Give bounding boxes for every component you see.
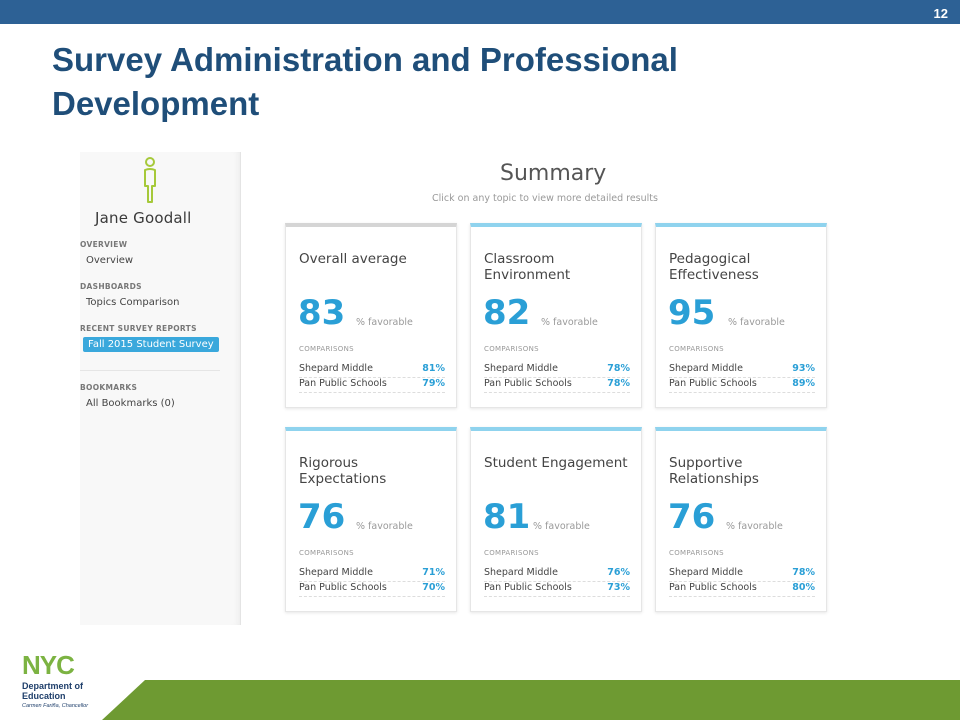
- comparison-value: 81%: [422, 363, 445, 374]
- nav-item-topics-comparison[interactable]: Topics Comparison: [86, 297, 180, 308]
- comparison-value: 78%: [607, 363, 630, 374]
- topic-card-pedagogical-effectiveness[interactable]: Pedagogical Effectiveness 95 % favorable…: [655, 223, 827, 408]
- card-score: 95: [668, 293, 716, 333]
- comparison-value: 70%: [422, 582, 445, 593]
- section-label-bookmarks: BOOKMARKS: [80, 383, 138, 392]
- comparison-value: 79%: [422, 378, 445, 389]
- card-score: 82: [483, 293, 531, 333]
- comparison-row: Pan Public Schools 73%: [484, 582, 630, 597]
- card-title: Classroom Environment: [484, 251, 571, 283]
- card-score-label: % favorable: [533, 521, 590, 532]
- comparison-row: Shepard Middle 93%: [669, 363, 815, 378]
- card-score: 76: [298, 497, 346, 537]
- card-score: 83: [298, 293, 346, 333]
- comparison-value: 89%: [792, 378, 815, 389]
- comparison-name: Pan Public Schools: [299, 582, 387, 593]
- comparison-name: Shepard Middle: [299, 567, 373, 578]
- topic-card-student-engagement[interactable]: Student Engagement 81 % favorable COMPAR…: [470, 427, 642, 612]
- dashboard-screenshot: Jane Goodall OVERVIEW Overview DASHBOARD…: [80, 152, 850, 625]
- card-score-label: % favorable: [356, 521, 413, 532]
- comparison-row: Pan Public Schools 70%: [299, 582, 445, 597]
- comparisons-label: COMPARISONS: [669, 345, 724, 353]
- nyc-doe-logo: NYC Department of Education Carmen Fariñ…: [22, 650, 112, 712]
- comparison-row: Shepard Middle 81%: [299, 363, 445, 378]
- card-score-label: % favorable: [726, 521, 783, 532]
- topic-card-rigorous-expectations[interactable]: Rigorous Expectations 76 % favorable COM…: [285, 427, 457, 612]
- comparison-value: 78%: [607, 378, 630, 389]
- comparison-row: Shepard Middle 78%: [484, 363, 630, 378]
- comparisons-label: COMPARISONS: [484, 549, 539, 557]
- slide-title: Survey Administration and Professional D…: [52, 41, 678, 122]
- card-score: 81: [483, 497, 531, 537]
- comparison-row: Pan Public Schools 79%: [299, 378, 445, 393]
- comparison-name: Pan Public Schools: [484, 582, 572, 593]
- card-title: Pedagogical Effectiveness: [669, 251, 759, 283]
- logo-chancellor: Carmen Fariña, Chancellor: [22, 703, 89, 709]
- comparison-name: Pan Public Schools: [669, 378, 757, 389]
- comparison-row: Shepard Middle 71%: [299, 567, 445, 582]
- comparison-name: Shepard Middle: [299, 363, 373, 374]
- card-title: Supportive Relationships: [669, 455, 759, 487]
- user-name: Jane Goodall: [95, 209, 192, 227]
- nav-item-fall-2015-survey[interactable]: Fall 2015 Student Survey: [83, 337, 219, 352]
- footer-bar: [102, 680, 960, 720]
- card-title: Rigorous Expectations: [299, 455, 387, 487]
- comparison-value: 73%: [607, 582, 630, 593]
- comparison-name: Shepard Middle: [669, 363, 743, 374]
- comparison-row: Pan Public Schools 80%: [669, 582, 815, 597]
- comparison-name: Shepard Middle: [484, 567, 558, 578]
- comparison-value: 78%: [792, 567, 815, 578]
- card-score-label: % favorable: [541, 317, 598, 328]
- card-score-label: % favorable: [356, 317, 413, 328]
- comparison-name: Shepard Middle: [669, 567, 743, 578]
- slide-number: 12: [933, 6, 948, 21]
- comparison-name: Pan Public Schools: [484, 378, 572, 389]
- comparison-row: Pan Public Schools 78%: [484, 378, 630, 393]
- comparison-row: Shepard Middle 76%: [484, 567, 630, 582]
- sidebar: Jane Goodall OVERVIEW Overview DASHBOARD…: [80, 152, 241, 625]
- comparison-value: 76%: [607, 567, 630, 578]
- comparison-value: 71%: [422, 567, 445, 578]
- section-label-recent-reports: RECENT SURVEY REPORTS: [80, 324, 197, 333]
- card-title: Overall average: [299, 251, 407, 267]
- comparison-name: Pan Public Schools: [299, 378, 387, 389]
- sidebar-divider: [80, 370, 220, 371]
- topic-card-classroom-environment[interactable]: Classroom Environment 82 % favorable COM…: [470, 223, 642, 408]
- comparison-value: 93%: [792, 363, 815, 374]
- comparisons-label: COMPARISONS: [484, 345, 539, 353]
- comparison-value: 80%: [792, 582, 815, 593]
- logo-dept-line1: Department of: [22, 681, 84, 691]
- logo-department: Department of Education: [22, 681, 83, 701]
- comparison-row: Pan Public Schools 89%: [669, 378, 815, 393]
- summary-subtitle: Click on any topic to view more detailed…: [432, 193, 658, 204]
- logo-dept-line2: Education: [22, 691, 66, 701]
- section-label-overview: OVERVIEW: [80, 240, 128, 249]
- card-score-label: % favorable: [728, 317, 785, 328]
- comparisons-label: COMPARISONS: [299, 549, 354, 557]
- summary-title: Summary: [500, 161, 607, 186]
- logo-nyc-text: NYC: [22, 650, 75, 680]
- person-icon: [144, 157, 156, 203]
- top-bar: 12: [0, 0, 960, 24]
- comparisons-label: COMPARISONS: [299, 345, 354, 353]
- card-score: 76: [668, 497, 716, 537]
- card-title: Student Engagement: [484, 455, 628, 471]
- nav-item-all-bookmarks[interactable]: All Bookmarks (0): [86, 398, 175, 409]
- section-label-dashboards: DASHBOARDS: [80, 282, 142, 291]
- comparisons-label: COMPARISONS: [669, 549, 724, 557]
- topic-card-supportive-relationships[interactable]: Supportive Relationships 76 % favorable …: [655, 427, 827, 612]
- topic-card-overall-average[interactable]: Overall average 83 % favorable COMPARISO…: [285, 223, 457, 408]
- comparison-row: Shepard Middle 78%: [669, 567, 815, 582]
- nav-item-overview[interactable]: Overview: [86, 255, 134, 266]
- comparison-name: Pan Public Schools: [669, 582, 757, 593]
- comparison-name: Shepard Middle: [484, 363, 558, 374]
